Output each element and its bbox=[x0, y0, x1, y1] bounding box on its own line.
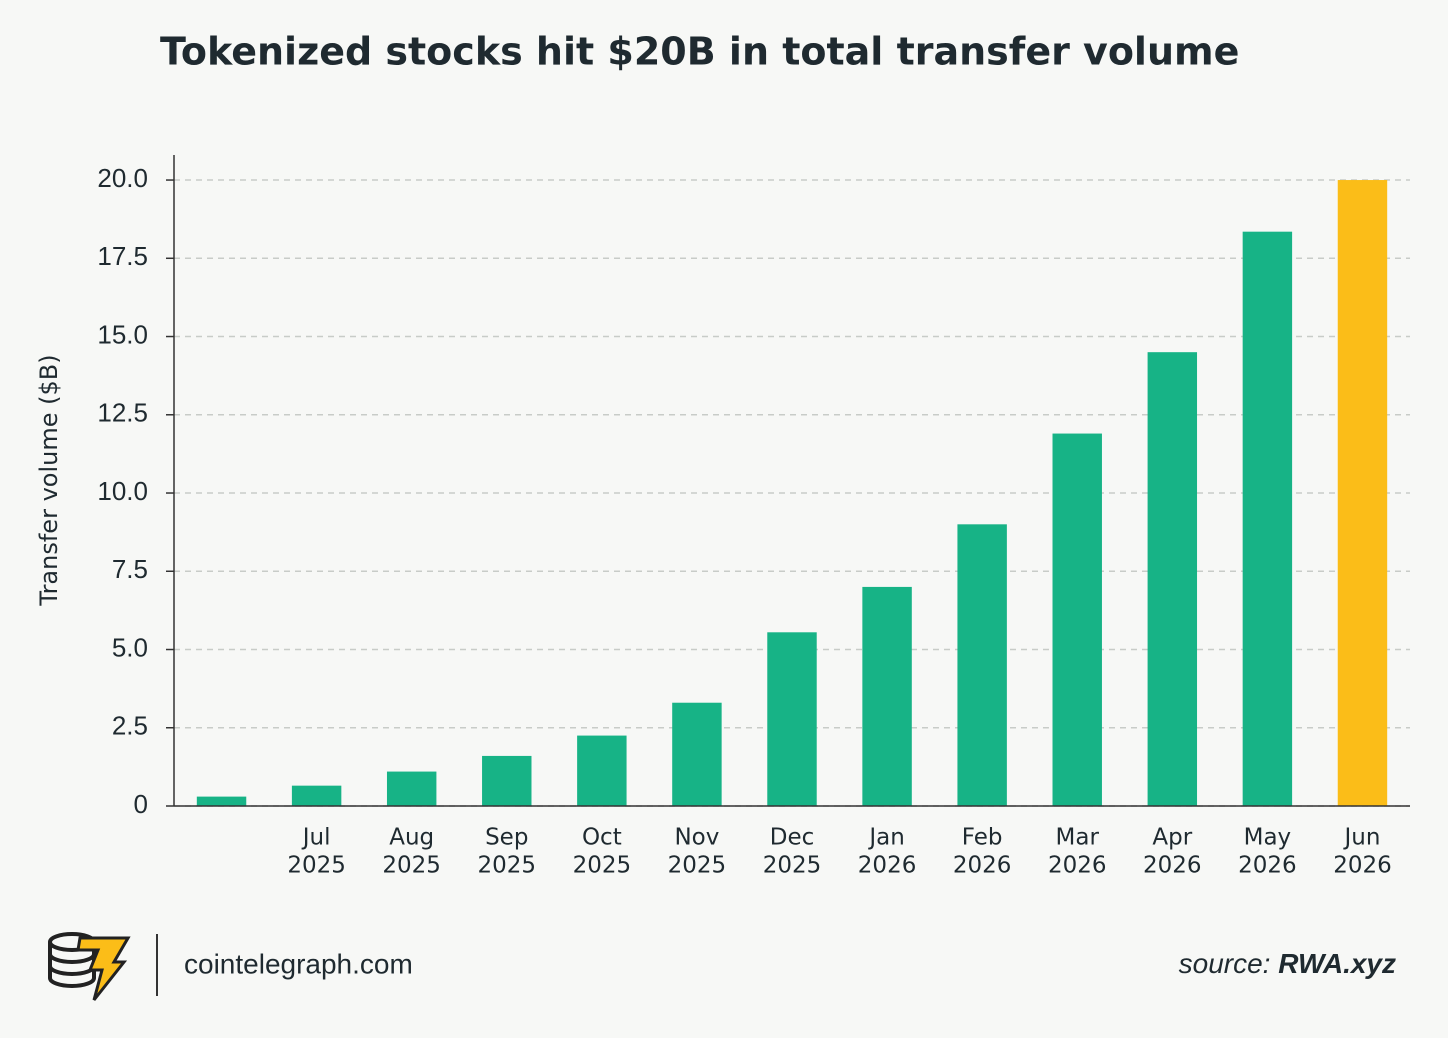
x-tick-label: Jul bbox=[301, 825, 331, 851]
x-tick-label: Oct bbox=[582, 825, 622, 851]
bar bbox=[577, 735, 627, 806]
bar bbox=[1052, 433, 1102, 806]
x-tick-label: 2025 bbox=[287, 853, 346, 879]
x-tick-label: 2025 bbox=[668, 853, 727, 879]
x-tick-label: 2025 bbox=[477, 853, 536, 879]
x-tick-label: Jan bbox=[867, 825, 904, 851]
y-tick-label: 17.5 bbox=[97, 241, 148, 271]
y-tick-label: 20.0 bbox=[97, 163, 148, 193]
bar bbox=[672, 702, 722, 806]
site-name: cointelegraph.com bbox=[184, 948, 413, 979]
y-tick-label: 12.5 bbox=[97, 398, 148, 428]
x-tick-label: 2026 bbox=[953, 853, 1012, 879]
x-tick-label: Sep bbox=[485, 825, 528, 851]
source-label: source: bbox=[1179, 948, 1271, 979]
chart-title: Tokenized stocks hit $20B in total trans… bbox=[160, 30, 1239, 74]
source-name: RWA.xyz bbox=[1278, 948, 1396, 979]
y-tick-label: 5.0 bbox=[112, 632, 148, 662]
x-tick-label: 2026 bbox=[1238, 853, 1297, 879]
bar bbox=[1242, 231, 1293, 806]
x-tick-label: 2026 bbox=[1048, 853, 1107, 879]
x-tick-label: Dec bbox=[770, 825, 815, 851]
y-tick-label: 0 bbox=[134, 789, 148, 819]
x-tick-label: May bbox=[1244, 825, 1292, 851]
y-tick-label: 7.5 bbox=[112, 554, 148, 584]
x-tick-label: 2026 bbox=[1143, 853, 1202, 879]
x-tick-label: 2026 bbox=[1333, 853, 1392, 879]
bar bbox=[1147, 352, 1198, 806]
x-tick-label: Aug bbox=[389, 825, 434, 851]
bar bbox=[767, 632, 817, 806]
y-tick-label: 2.5 bbox=[112, 711, 148, 741]
source: source: RWA.xyz bbox=[1179, 948, 1396, 979]
x-tick-label: Mar bbox=[1056, 825, 1100, 851]
bar bbox=[957, 524, 1007, 806]
logo bbox=[48, 932, 131, 1001]
y-axis-label: Transfer volume ($B) bbox=[35, 354, 63, 606]
y-tick-label: 15.0 bbox=[97, 319, 148, 349]
bar bbox=[862, 586, 912, 806]
x-tick-label: Jun bbox=[1342, 825, 1380, 851]
x-tick-label: Feb bbox=[962, 825, 1003, 851]
x-tick-label: 2025 bbox=[763, 853, 822, 879]
x-tick-label: 2025 bbox=[573, 853, 632, 879]
y-tick-label: 10.0 bbox=[97, 476, 148, 506]
x-tick-label: Nov bbox=[674, 825, 719, 851]
x-tick-label: Apr bbox=[1152, 825, 1192, 851]
bar bbox=[291, 785, 342, 806]
bar bbox=[482, 755, 532, 806]
x-tick-label: 2025 bbox=[382, 853, 441, 879]
bar bbox=[196, 796, 247, 806]
bar bbox=[386, 771, 437, 806]
bar bbox=[1337, 180, 1388, 807]
x-tick-label: 2026 bbox=[858, 853, 917, 879]
